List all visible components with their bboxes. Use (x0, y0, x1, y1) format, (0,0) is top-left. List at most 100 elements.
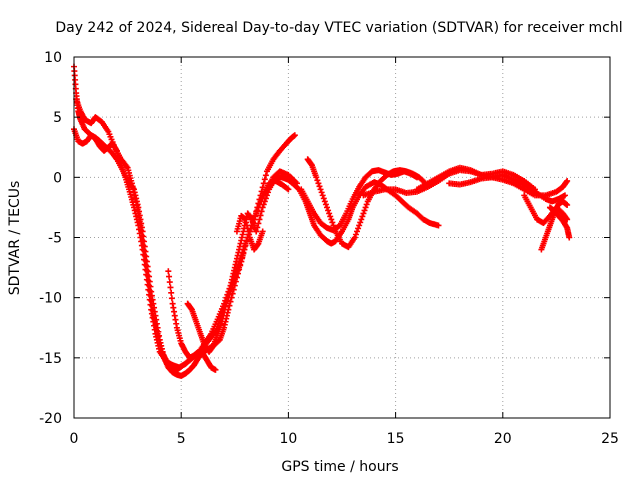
series-track-4 (165, 268, 219, 373)
data-point (315, 180, 322, 187)
data-point (257, 212, 264, 219)
data-point (326, 210, 333, 217)
x-tick-label: 15 (387, 431, 405, 447)
data-point (143, 276, 150, 283)
data-point (263, 192, 270, 199)
data-point (141, 256, 148, 263)
x-tick-label: 5 (177, 431, 186, 447)
y-tick-label: 5 (53, 110, 62, 126)
data-point (167, 284, 174, 291)
data-point (215, 337, 222, 344)
data-point (166, 273, 173, 280)
data-point (168, 289, 175, 296)
data-point (260, 201, 267, 208)
data-point (361, 207, 368, 214)
data-point (359, 213, 366, 220)
data-point (356, 222, 363, 229)
data-point (330, 222, 337, 229)
data-point (146, 291, 153, 298)
data-point (561, 192, 568, 199)
chart-title: Day 242 of 2024, Sidereal Day-to-day VTE… (55, 20, 622, 36)
data-point (331, 225, 338, 232)
data-point (358, 216, 365, 223)
grid (74, 57, 610, 418)
data-point (351, 234, 358, 241)
data-point (261, 198, 268, 205)
data-point (295, 185, 302, 192)
data-point (355, 225, 362, 232)
data-point (254, 224, 261, 231)
series-track-5 (184, 210, 260, 355)
data-point (143, 271, 150, 278)
data-point (166, 279, 173, 286)
x-axis-label: GPS time / hours (281, 459, 398, 475)
data-point (253, 228, 260, 235)
data-point (242, 240, 249, 247)
data-point (322, 201, 329, 208)
data-point (255, 220, 262, 227)
series-track-8 (298, 167, 421, 234)
data-point (265, 189, 272, 196)
data-point (226, 302, 233, 309)
data-point (284, 185, 291, 192)
data-point (285, 186, 292, 193)
data-point (212, 366, 219, 373)
data-point (320, 195, 327, 202)
data-point (141, 261, 148, 268)
data-point (566, 234, 573, 241)
data-point (362, 204, 369, 211)
x-tick-label: 25 (601, 431, 619, 447)
data-point (243, 237, 250, 244)
y-axis-label: SDTVAR / TECUs (7, 181, 23, 296)
data-point (259, 204, 266, 211)
data-point (564, 216, 571, 223)
x-tick-label: 10 (279, 431, 297, 447)
data-point (258, 208, 265, 215)
data-point (147, 301, 154, 308)
data-point (435, 222, 442, 229)
x-tick-label: 0 (70, 431, 79, 447)
series-track-15 (546, 204, 573, 241)
data-point (256, 216, 263, 223)
data-point (260, 180, 267, 187)
data-point (165, 268, 172, 275)
data-point (325, 207, 332, 214)
data-point (352, 231, 359, 238)
x-tick-label: 20 (494, 431, 512, 447)
data-point (363, 201, 370, 208)
y-tick-label: 0 (53, 170, 62, 186)
y-tick-label: -5 (48, 231, 62, 247)
y-tick-label: -15 (39, 351, 62, 367)
series-track-2 (73, 96, 298, 373)
data-point (323, 204, 330, 211)
data-point (253, 210, 260, 217)
data-point (314, 177, 321, 184)
data-point (321, 198, 328, 205)
data-point (146, 296, 153, 303)
series-track-1 (71, 63, 300, 379)
data-point (140, 251, 147, 258)
data-point (252, 213, 259, 220)
data-point (564, 202, 571, 209)
data-point (316, 183, 323, 190)
data-point (360, 210, 367, 217)
data-point (317, 186, 324, 193)
data-point (145, 286, 152, 293)
data-point (142, 266, 149, 273)
data-point (262, 172, 269, 179)
series-track-6 (233, 212, 266, 253)
data-point (259, 228, 266, 235)
y-tick-label: 10 (44, 50, 62, 66)
data-point (328, 216, 335, 223)
data-point (139, 246, 146, 253)
data-point (354, 228, 361, 235)
series-track-12 (446, 174, 571, 199)
data-point (318, 189, 325, 196)
data-point (261, 176, 268, 183)
data-points (71, 63, 573, 379)
data-point (329, 219, 336, 226)
data-point (319, 192, 326, 199)
data-point (357, 219, 364, 226)
y-tick-label: -20 (39, 411, 62, 427)
